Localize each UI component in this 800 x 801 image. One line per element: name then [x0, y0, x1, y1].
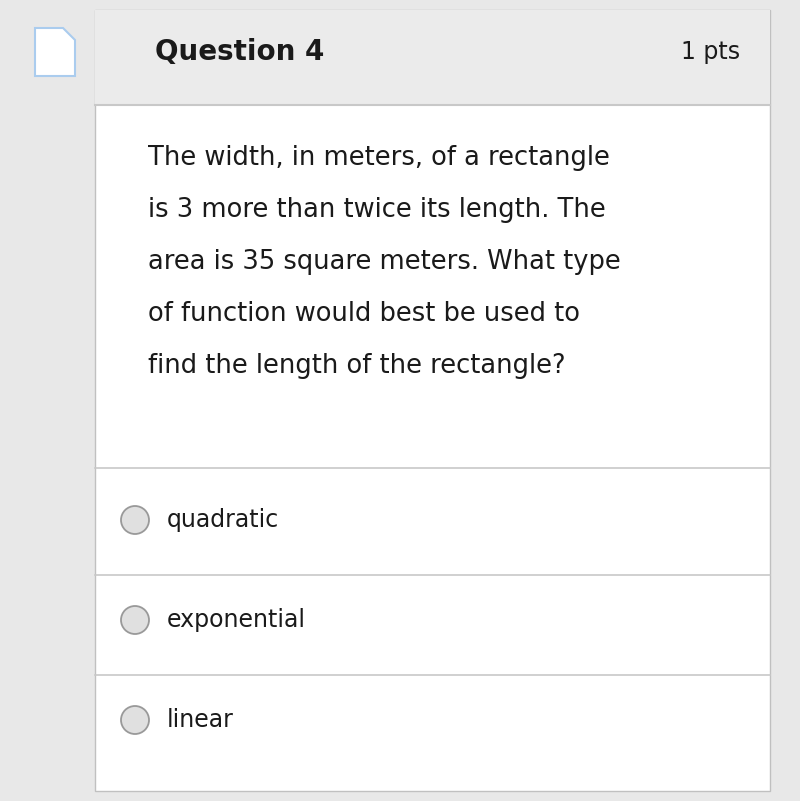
- Text: 1 pts: 1 pts: [681, 40, 740, 64]
- Bar: [95, 10, 770, 105]
- Text: The width, in meters, of a rectangle: The width, in meters, of a rectangle: [148, 145, 610, 171]
- Circle shape: [121, 706, 149, 734]
- Circle shape: [121, 606, 149, 634]
- Text: is 3 more than twice its length. The: is 3 more than twice its length. The: [148, 197, 606, 223]
- Text: quadratic: quadratic: [167, 508, 279, 532]
- Bar: [95, 10, 770, 791]
- Text: Question 4: Question 4: [155, 38, 324, 66]
- Text: exponential: exponential: [167, 608, 306, 632]
- Polygon shape: [35, 28, 75, 76]
- Text: of function would best be used to: of function would best be used to: [148, 301, 580, 327]
- Circle shape: [121, 506, 149, 534]
- Text: area is 35 square meters. What type: area is 35 square meters. What type: [148, 249, 621, 275]
- Text: find the length of the rectangle?: find the length of the rectangle?: [148, 353, 566, 379]
- Text: linear: linear: [167, 708, 234, 732]
